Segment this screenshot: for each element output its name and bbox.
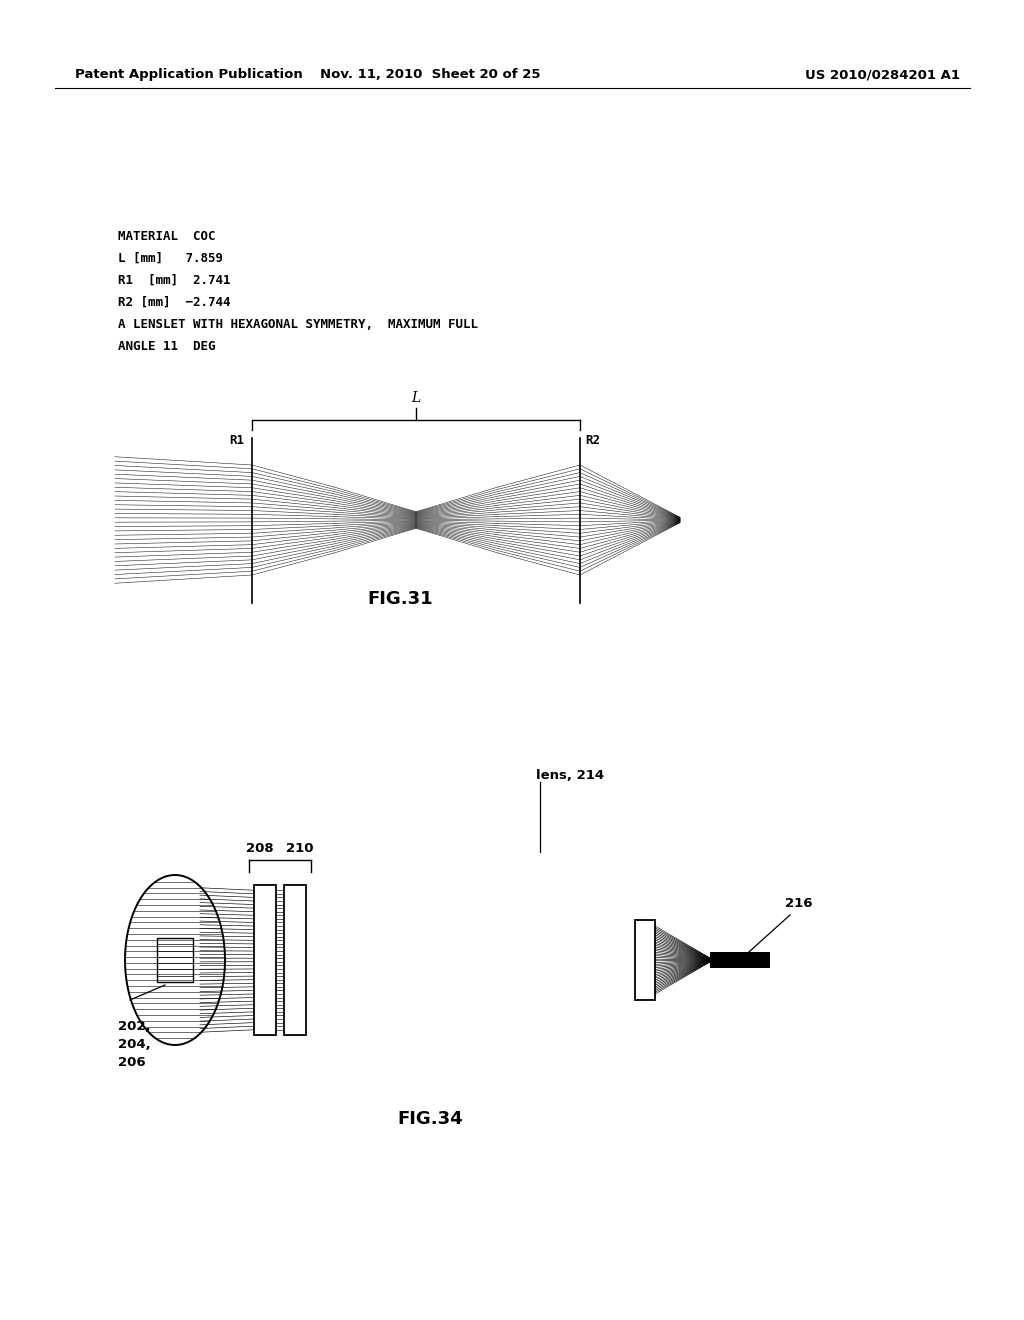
Text: lens, 214: lens, 214 [536,770,604,781]
Text: R2 [mm]  −2.744: R2 [mm] −2.744 [118,296,230,309]
Bar [157,939,193,982]
Text: 216: 216 [785,898,812,909]
Text: A LENSLET WITH HEXAGONAL SYMMETRY,  MAXIMUM FULL: A LENSLET WITH HEXAGONAL SYMMETRY, MAXIM… [118,318,478,331]
Text: ANGLE 11  DEG: ANGLE 11 DEG [118,341,215,352]
Text: R1  [mm]  2.741: R1 [mm] 2.741 [118,275,230,286]
Text: FIG.34: FIG.34 [397,1110,463,1129]
Text: Patent Application Publication: Patent Application Publication [75,69,303,81]
Text: US 2010/0284201 A1: US 2010/0284201 A1 [805,69,961,81]
Bar [710,952,770,968]
Text: 202,
204,
206: 202, 204, 206 [118,1020,151,1069]
Text: R1: R1 [229,434,244,447]
Text: MATERIAL  COC: MATERIAL COC [118,230,215,243]
Bar [284,884,306,1035]
Text: 208: 208 [246,842,273,855]
Bar [635,920,655,1001]
Text: L [mm]   7.859: L [mm] 7.859 [118,252,223,265]
Text: 210: 210 [287,842,313,855]
Text: R2: R2 [585,434,600,447]
Text: Nov. 11, 2010  Sheet 20 of 25: Nov. 11, 2010 Sheet 20 of 25 [319,69,541,81]
Text: L: L [412,391,421,404]
Text: FIG.31: FIG.31 [368,590,433,609]
Bar [254,884,276,1035]
